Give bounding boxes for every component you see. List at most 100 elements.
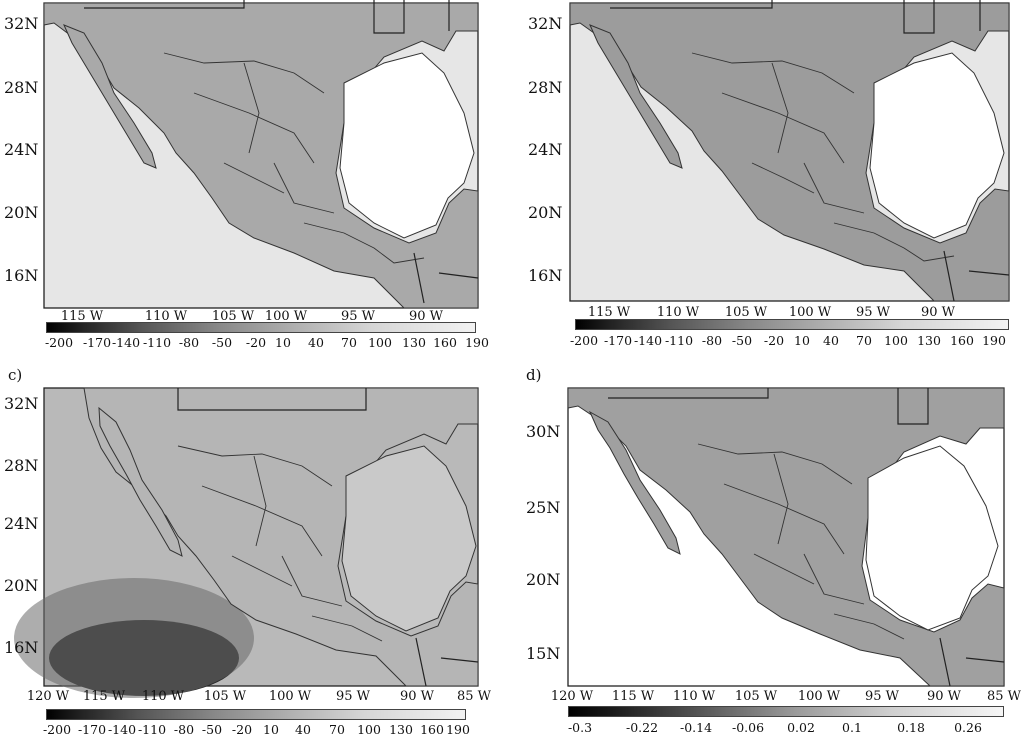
lon-label: 95 W [340, 309, 376, 324]
colorbar-label: -170 [603, 333, 633, 348]
colorbar-label: 130 [402, 335, 426, 350]
colorbar-label: 0.02 [787, 720, 815, 735]
colorbar-label: 190 [446, 722, 470, 737]
lon-label: 105 W [734, 689, 778, 704]
panel-label: d) [526, 366, 542, 384]
colorbar-label: -200 [42, 722, 72, 737]
gulf-coast [865, 445, 999, 631]
colorbar-label: -80 [701, 333, 723, 348]
state-borders [697, 443, 905, 640]
lon-label: 90 W [408, 309, 444, 324]
lat-label: 28N [528, 78, 563, 97]
lon-label: 100 W [268, 689, 312, 704]
baja-peninsula [98, 406, 183, 557]
state-borders [177, 445, 383, 642]
colorbar-label: 0.1 [842, 720, 862, 735]
colorbar [46, 322, 476, 333]
lon-label: 100 W [788, 305, 832, 320]
colorbar-label: 10 [275, 335, 291, 350]
lon-label: 110 W [656, 305, 700, 320]
country-borders [610, 0, 1010, 302]
colorbar-label: -0.22 [625, 720, 659, 735]
country-borders [608, 388, 1005, 687]
lon-label: 85 W [456, 689, 492, 704]
country-borders [177, 388, 479, 687]
lat-label: 25N [526, 498, 561, 517]
colorbar-label: -20 [763, 333, 785, 348]
lat-label: 28N [4, 78, 39, 97]
lat-label: 24N [528, 140, 563, 159]
lon-label: 115 W [82, 689, 126, 704]
lat-label: 16N [528, 266, 563, 285]
colorbar-label: -110 [137, 722, 167, 737]
colorbar-label: 190 [465, 335, 489, 350]
map-c [14, 387, 479, 698]
colorbar-label: -0.06 [731, 720, 765, 735]
colorbar-label: -140 [633, 333, 663, 348]
lon-label: 105 W [211, 309, 255, 324]
colorbar-label: 40 [308, 335, 324, 350]
lat-label: 32N [4, 14, 39, 33]
colorbar-label: -80 [173, 722, 195, 737]
colorbar-label: 160 [433, 335, 457, 350]
colorbar-label: 160 [950, 333, 974, 348]
colorbar-label: 10 [794, 333, 810, 348]
gulf-coast [339, 52, 475, 239]
lon-label: 90 W [399, 689, 435, 704]
colorbar-label: 40 [295, 722, 311, 737]
map-b [569, 0, 1010, 302]
state-borders [691, 52, 955, 262]
lat-label: 24N [4, 140, 39, 159]
lat-label: 20N [4, 203, 39, 222]
baja-peninsula [588, 410, 681, 555]
colorbar [46, 709, 466, 720]
colorbar-label: 100 [357, 722, 381, 737]
map-panel-b: 32N 28N 24N 20N 16N 115 W 110 W 105 W 10… [524, 0, 1028, 350]
lat-label: 20N [4, 576, 39, 595]
colorbar-label: -170 [82, 335, 112, 350]
lon-label: 105 W [724, 305, 768, 320]
lon-label: 110 W [672, 689, 716, 704]
lon-label: 95 W [855, 305, 891, 320]
map-panel-d: d) 30N 25N 20N 15N 120 W 115 W 110 W 105… [516, 364, 1028, 738]
map-panel-a: 32N 28N 24N 20N 16N 115 W 110 W 105 W 10… [0, 0, 500, 350]
lon-label: 110 W [141, 689, 185, 704]
colorbar-label: -50 [211, 335, 233, 350]
lon-label: 95 W [864, 689, 900, 704]
map-a [43, 0, 479, 309]
lon-label: 110 W [144, 309, 188, 324]
baja-peninsula [589, 24, 683, 169]
lon-label: 115 W [587, 305, 631, 320]
colorbar [575, 319, 1009, 330]
baja-peninsula [63, 24, 157, 169]
lon-label: 95 W [335, 689, 371, 704]
panel-label: c) [8, 366, 23, 384]
lon-label: 115 W [611, 689, 655, 704]
colorbar-label: 40 [823, 333, 839, 348]
colorbar-label: 100 [368, 335, 392, 350]
colorbar-label: -200 [44, 335, 74, 350]
land-shape [43, 2, 479, 309]
colorbar-label: 70 [856, 333, 872, 348]
lon-label: 115 W [60, 309, 104, 324]
colorbar-label: 130 [389, 722, 413, 737]
colorbar-label: -20 [231, 722, 253, 737]
colorbar-label: -200 [569, 333, 599, 348]
map-d [567, 387, 1005, 687]
colorbar-label: 0.26 [954, 720, 982, 735]
state-borders [163, 52, 425, 264]
colorbar-label: 10 [263, 722, 279, 737]
colorbar-label: 70 [329, 722, 345, 737]
lon-label: 85 W [986, 689, 1022, 704]
lat-label: 28N [4, 456, 39, 475]
lat-label: 20N [526, 570, 561, 589]
colorbar-label: 70 [341, 335, 357, 350]
lat-label: 30N [526, 422, 561, 441]
colorbar-label: 0.18 [897, 720, 925, 735]
dark-anomaly-halo [14, 578, 254, 698]
colorbar-label: 160 [420, 722, 444, 737]
lon-label: 100 W [797, 689, 841, 704]
colorbar-label: -0.3 [567, 720, 593, 735]
gulf-coast [869, 52, 1005, 239]
country-borders [84, 0, 479, 304]
